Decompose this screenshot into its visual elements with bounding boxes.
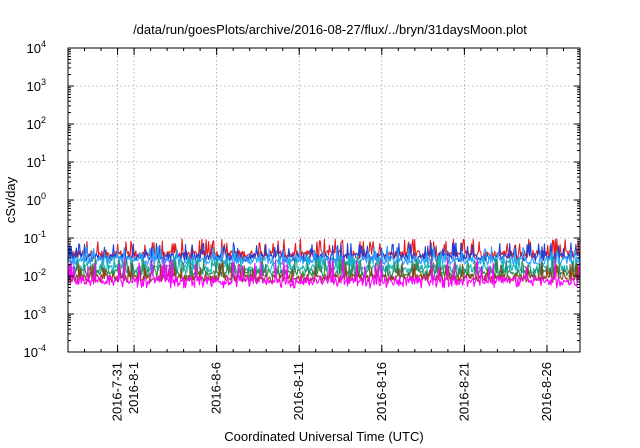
series-group [67, 238, 581, 289]
y-tick-label: 10-4 [24, 343, 46, 360]
y-tick-label: 102 [27, 115, 46, 132]
x-axis: 2016-7-31 2016-8-1 2016-8-6 2016-8-11 2016-8… [67, 48, 581, 421]
x-axis-label: Coordinated Universal Time (UTC) [224, 429, 423, 444]
x-tick-label: 2016-8-6 [209, 362, 224, 414]
series-line [67, 262, 581, 284]
y-tick-label: 104 [27, 39, 46, 56]
chart-title: /data/run/goesPlots/archive/2016-08-27/f… [133, 22, 527, 37]
x-tick-label: 2016-8-1 [126, 362, 141, 414]
x-tick-label: 2016-8-11 [291, 362, 306, 420]
y-tick-label: 10-2 [24, 267, 46, 284]
x-tick-label: 2016-8-26 [539, 362, 554, 421]
series-line [67, 257, 581, 289]
y-axis-label: cSv/day [3, 176, 18, 223]
y-tick-label: 10-1 [24, 229, 46, 246]
series-line [67, 245, 581, 266]
series-line [67, 254, 581, 274]
y-tick-label: 103 [27, 77, 46, 94]
x-tick-label: 2016-8-21 [456, 362, 471, 421]
y-axis: 10-4 10-3 10-2 10-1 100 101 102 103 104 [24, 39, 580, 360]
y-tick-label: 101 [27, 153, 46, 170]
x-tick-label: 2016-7-31 [110, 362, 125, 421]
y-tick-label: 10-3 [24, 305, 46, 322]
y-tick-label: 100 [27, 191, 46, 208]
x-tick-label: 2016-8-16 [374, 362, 389, 421]
grid [68, 48, 580, 352]
